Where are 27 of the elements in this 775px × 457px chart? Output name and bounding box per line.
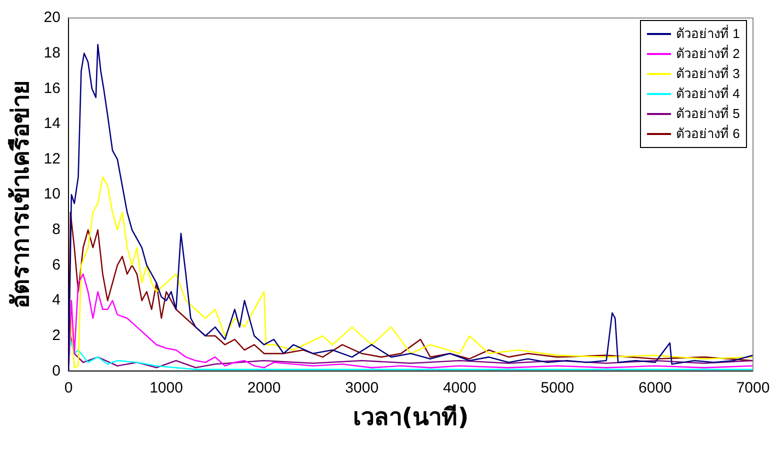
y-tick-label: 14 [44,115,60,132]
legend-label: ตัวอย่างที่ 6 [676,124,740,143]
y-axis-title: อัตราการเข้าเครือข่าย [6,80,35,309]
x-tick-label: 5000 [540,379,574,396]
x-tick-label: 7000 [736,379,770,396]
x-tick-label: 6000 [638,379,672,396]
y-tick-label: 10 [44,186,60,203]
x-tick-label: 0 [64,379,73,396]
legend-label: ตัวอย่างที่ 2 [676,44,740,63]
y-tick-label: 12 [44,150,60,168]
y-tick-label: 0 [52,362,60,380]
y-tick-label: 18 [44,44,60,62]
x-tick-label: 4000 [442,379,476,396]
y-tick-label: 4 [52,292,60,309]
y-tick-label: 16 [44,80,60,97]
y-tick-label: 6 [52,256,60,274]
y-tick-label: 8 [52,221,60,238]
x-tick-label: 3000 [345,379,379,396]
legend-label: ตัวอย่างที่ 1 [676,24,740,43]
legend-label: ตัวอย่างที่ 3 [676,64,740,83]
y-tick-label: 20 [44,9,60,26]
x-axis-title: เวลา(นาที) [352,402,469,431]
x-tick-label: 1000 [150,379,183,396]
legend-label: ตัวอย่างที่ 4 [676,84,740,103]
y-tick-label: 2 [52,327,60,344]
legend-label: ตัวอย่างที่ 5 [676,104,740,123]
x-tick-label: 2000 [247,379,281,396]
